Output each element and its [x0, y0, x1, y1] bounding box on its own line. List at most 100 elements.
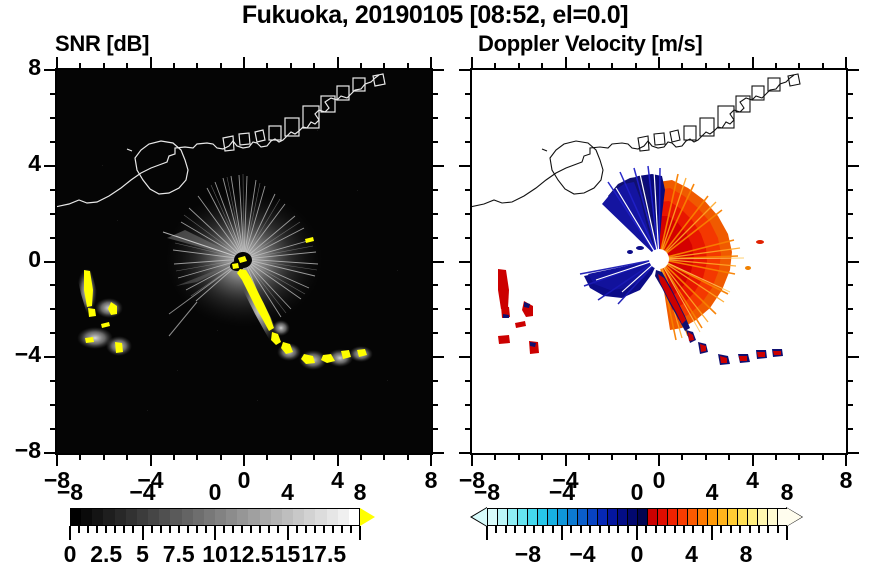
x-tick-snr-6	[383, 453, 386, 460]
doppler-colorbar-segment	[567, 508, 578, 526]
doppler-colorbar-tick	[607, 526, 610, 533]
x-tick-doppler-0	[658, 453, 660, 466]
x-tick-top-snr-6	[383, 63, 386, 70]
doppler-colorbar-segment	[697, 508, 708, 526]
y-tick-right-snr-7	[431, 92, 438, 95]
y-axis-label-snr-4: 4	[28, 149, 41, 176]
west-patch-echoes	[498, 269, 539, 354]
doppler-colorbar-bottom-label-8: 8	[739, 541, 753, 567]
y-tick-snr--1	[50, 284, 57, 287]
snr-colorbar-bottom-label-7.5: 7.5	[162, 541, 195, 567]
y-tick-right-doppler--8	[846, 452, 859, 454]
x-tick-top-snr-3	[313, 63, 316, 70]
doppler-colorbar-top-label-4: 4	[705, 479, 719, 505]
snr-colorbar-tick	[359, 526, 361, 540]
y-tick-snr--6	[50, 404, 57, 407]
x-tick-top-snr-7	[406, 63, 409, 70]
snr-colorbar-segment	[125, 508, 138, 526]
x-tick-snr-8	[430, 453, 432, 466]
doppler-colorbar-tick	[682, 526, 685, 533]
x-tick-top-doppler--5	[541, 63, 544, 70]
y-tick-right-doppler-0	[846, 260, 859, 263]
x-tick-top-snr-2	[289, 63, 292, 70]
x-tick-top-snr--3	[172, 63, 175, 70]
doppler-colorbar-tick	[701, 526, 704, 533]
snr-colorbar-tick	[69, 526, 71, 540]
y-tick-right-doppler-1	[846, 236, 853, 239]
x-axis-label-doppler-8: 8	[839, 467, 853, 493]
snr-colorbar[interactable]	[70, 508, 375, 526]
snr-colorbar-tick	[349, 526, 352, 533]
snr-colorbar-segment	[237, 508, 250, 526]
x-tick-snr--4	[149, 453, 152, 466]
doppler-colorbar-tick	[486, 526, 488, 540]
y-axis-label-snr--8: −8	[14, 437, 41, 463]
snr-colorbar-segment	[270, 508, 283, 526]
x-tick-top-doppler-7	[821, 63, 824, 70]
y-tick-right-snr-6	[431, 116, 438, 119]
snr-plot-panel[interactable]	[55, 68, 433, 455]
y-tick-right-snr--7	[431, 428, 438, 431]
x-tick-snr-7	[406, 453, 409, 460]
snr-colorbar-tick	[277, 526, 280, 533]
x-tick-snr-1	[266, 453, 269, 460]
southeast-echo-chain	[655, 270, 783, 365]
x-tick-doppler-4	[751, 453, 754, 466]
doppler-colorbar-tick	[636, 526, 638, 540]
x-tick-snr--3	[172, 453, 175, 460]
y-tick-doppler--4	[459, 356, 472, 359]
doppler-colorbar-segment	[587, 508, 598, 526]
doppler-colorbar-segment	[777, 508, 788, 526]
x-tick-snr-2	[289, 453, 292, 460]
x-tick-top-doppler-5	[774, 63, 777, 70]
snr-colorbar-tick	[123, 526, 126, 533]
doppler-colorbar-segment	[547, 508, 558, 526]
triangle-right-icon	[360, 508, 375, 526]
y-tick-doppler--8	[459, 452, 472, 454]
doppler-colorbar-segment	[717, 508, 728, 526]
doppler-colorbar-tick	[598, 526, 601, 533]
x-tick-doppler-2	[704, 453, 707, 460]
doppler-colorbar-tick	[579, 526, 582, 533]
doppler-colorbar-tick	[692, 526, 695, 533]
y-tick-right-doppler--3	[846, 332, 853, 335]
y-tick-right-doppler--4	[846, 356, 859, 359]
x-tick-snr--7	[79, 453, 82, 460]
y-axis-label-snr-8: 8	[28, 54, 41, 80]
panel-title-snr: SNR [dB]	[55, 31, 150, 56]
y-tick-snr--7	[50, 428, 57, 431]
snr-colorbar-segment	[326, 508, 339, 526]
doppler-colorbar-tick	[589, 526, 592, 533]
y-tick-right-snr--1	[431, 284, 438, 287]
x-tick-doppler-1	[681, 453, 684, 460]
doppler-colorbar-segment	[497, 508, 508, 526]
doppler-colorbar-tick	[757, 526, 760, 533]
snr-colorbar-tick	[214, 526, 216, 540]
x-tick-snr--2	[196, 453, 199, 460]
doppler-colorbar[interactable]	[470, 507, 803, 527]
snr-colorbar-segment	[203, 508, 216, 526]
doppler-colorbar-tick	[570, 526, 573, 533]
doppler-colorbar-bottom-label--4: −4	[569, 541, 596, 567]
x-tick-doppler--6	[517, 453, 520, 460]
doppler-colorbar-tick	[626, 526, 629, 533]
snr-colorbar-bottom-label-2.5: 2.5	[90, 541, 123, 567]
y-tick-snr-5	[50, 140, 57, 143]
southeast-echo-core	[232, 237, 367, 364]
snr-colorbar-tick	[159, 526, 162, 533]
snr-colorbar-tick	[223, 526, 226, 533]
snr-colorbar-segment	[181, 508, 194, 526]
y-tick-doppler-8	[459, 69, 472, 71]
x-tick-top-snr--8	[56, 57, 58, 70]
x-tick-top-doppler--2	[611, 63, 614, 70]
y-tick-doppler-1	[465, 236, 472, 239]
doppler-colorbar-top-label--4: −4	[548, 479, 576, 505]
y-tick-right-doppler-8	[846, 69, 859, 71]
x-tick-top-snr--1	[219, 63, 222, 70]
snr-colorbar-segment	[304, 508, 316, 526]
doppler-colorbar-top-label-8: 8	[780, 479, 794, 505]
y-tick-snr--3	[50, 332, 57, 335]
y-tick-right-snr--4	[431, 356, 444, 359]
doppler-plot-panel[interactable]	[470, 68, 848, 455]
